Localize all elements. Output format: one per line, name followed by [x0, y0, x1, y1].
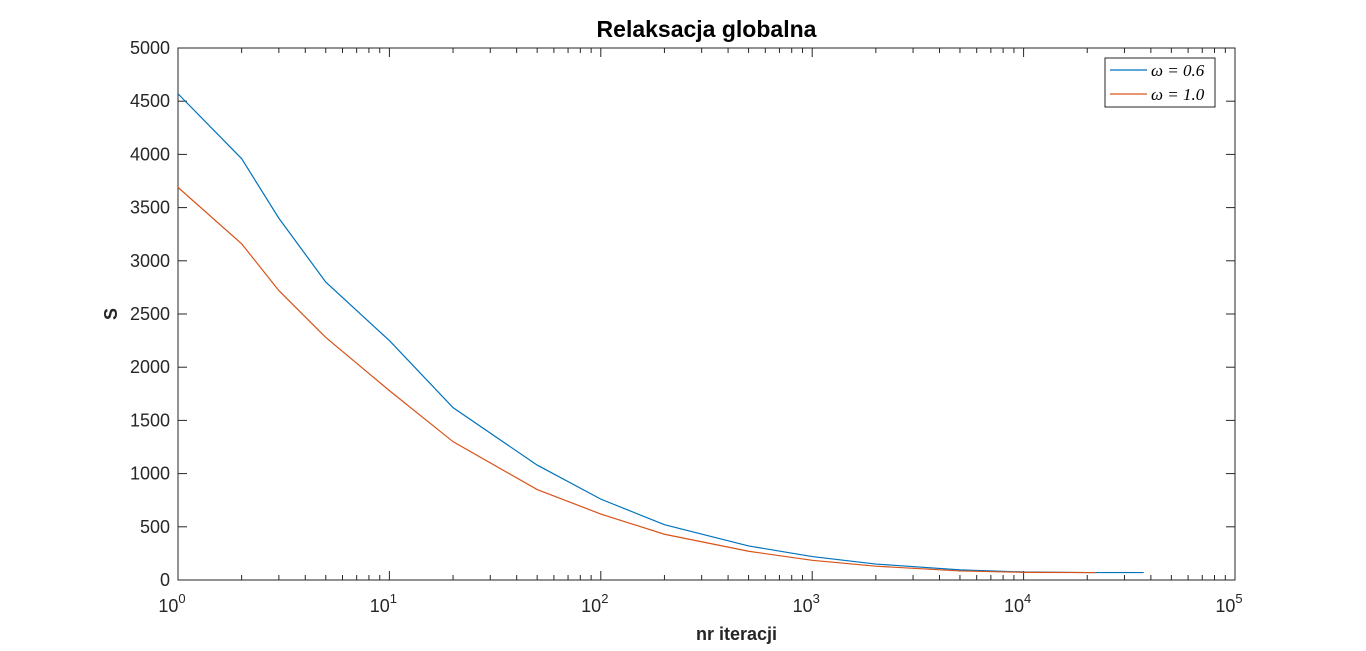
series-line-0 [177, 93, 1144, 574]
y-axis-label: S [101, 308, 121, 320]
y-tick-label: 3500 [130, 198, 170, 218]
y-tick-label: 1000 [130, 464, 170, 484]
x-tick-label: 105 [1215, 591, 1242, 616]
axis-tick-labels: 0 500 1000 1500 2000 2500 3000 3500 4000 4500 5000… [130, 38, 1243, 616]
legend-label-1: ω = 1.0 [1151, 85, 1205, 104]
x-tick-label-exponent: 0 [178, 591, 185, 606]
x-tick-label-exponent: 5 [1235, 591, 1242, 606]
x-tick-label: 103 [793, 591, 820, 616]
x-tick-label: 104 [1004, 591, 1031, 616]
x-tick-label-base: 10 [158, 596, 178, 616]
y-tick-label: 4000 [130, 144, 170, 164]
y-tick-label: 1500 [130, 410, 170, 430]
legend-box [1104, 57, 1216, 108]
x-tick-label: 102 [581, 591, 608, 616]
x-tick-label-base: 10 [1215, 596, 1235, 616]
x-tick-label-exponent: 4 [1024, 591, 1031, 606]
legend: ω = 0.6 ω = 1.0 [1104, 57, 1216, 108]
y-tick-label: 2000 [130, 357, 170, 377]
x-tick-label-base: 10 [370, 596, 390, 616]
y-tick-label: 500 [140, 517, 170, 537]
x-tick-label-base: 10 [793, 596, 813, 616]
y-tick-label: 5000 [130, 38, 170, 58]
series-lines [177, 93, 1144, 574]
x-tick-label-exponent: 3 [813, 591, 820, 606]
x-tick-label: 100 [158, 591, 185, 616]
y-tick-label: 3000 [130, 251, 170, 271]
axis-ticks [177, 47, 1236, 581]
y-tick-label: 4500 [130, 91, 170, 111]
chart-title: Relaksacja globalna [597, 16, 817, 42]
x-tick-label-base: 10 [1004, 596, 1024, 616]
y-tick-label: 0 [160, 570, 170, 590]
x-tick-label-exponent: 1 [390, 591, 397, 606]
x-axis-label: nr iteracji [696, 624, 777, 644]
series-line-1 [177, 186, 1096, 574]
x-tick-label: 101 [370, 591, 397, 616]
plot-area [177, 47, 1236, 581]
legend-label-0: ω = 0.6 [1151, 61, 1205, 80]
x-tick-label-exponent: 2 [601, 591, 608, 606]
y-tick-label: 2500 [130, 304, 170, 324]
x-tick-label-base: 10 [581, 596, 601, 616]
